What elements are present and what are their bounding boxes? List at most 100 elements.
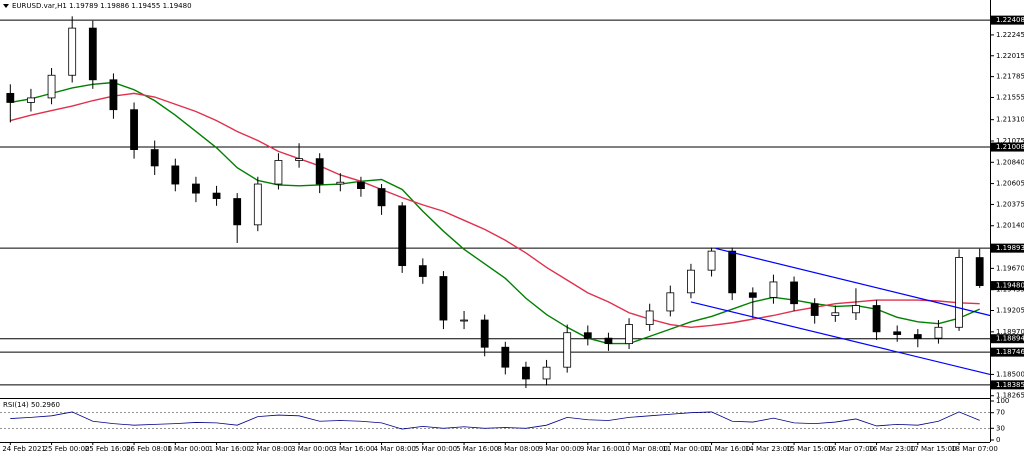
y-tick-label: 1.21075 xyxy=(996,137,1024,145)
x-tick-label: 26 Feb 08:00 xyxy=(126,445,172,453)
candle-body xyxy=(975,257,984,286)
candle-body xyxy=(831,312,840,316)
y-tick-label: 30 xyxy=(996,424,1005,432)
candle-body xyxy=(418,265,427,277)
x-tick-label: 3 Mar 16:00 xyxy=(332,445,374,453)
candle-body xyxy=(68,27,77,76)
candle-body xyxy=(604,337,613,345)
price-label-box xyxy=(991,281,1024,291)
candle-body xyxy=(357,181,365,189)
candle-body xyxy=(398,205,407,267)
x-tick-label: 5 Mar 00:00 xyxy=(415,445,457,453)
x-tick-label: 24 Feb 2021 xyxy=(2,445,46,453)
candle-body xyxy=(109,79,118,111)
level-label: 1.22408 xyxy=(996,16,1024,24)
x-tick-label: 25 Feb 00:00 xyxy=(44,445,90,453)
candle-body xyxy=(130,109,138,150)
candle-body xyxy=(212,192,221,199)
candle-body xyxy=(748,292,757,298)
x-tick-label: 8 Mar 08:00 xyxy=(497,445,539,453)
level-label-box xyxy=(991,142,1024,152)
candle-body xyxy=(295,158,303,161)
candle-body xyxy=(88,27,97,81)
candle-body xyxy=(501,346,510,368)
chart-title: EURUSD.var,H1 1.19789 1.19886 1.19455 1.… xyxy=(12,2,192,10)
candle-body xyxy=(27,97,35,103)
candle-body xyxy=(233,198,242,226)
level-label: 1.18385 xyxy=(996,381,1024,389)
level-label: 1.18894 xyxy=(996,335,1024,343)
candle-body xyxy=(480,319,489,348)
candle-body xyxy=(315,158,324,185)
candle-body xyxy=(872,305,881,333)
candle-body xyxy=(253,183,262,226)
x-tick-label: 16 Mar 23:00 xyxy=(869,445,916,453)
candle-body xyxy=(192,183,200,194)
level-label-box xyxy=(991,15,1024,25)
y-tick-label: 1.21785 xyxy=(996,73,1024,81)
y-tick-label: 1.18500 xyxy=(996,370,1024,378)
y-tick-label: 1.20840 xyxy=(996,158,1024,166)
x-tick-label: 16 Mar 07:00 xyxy=(827,445,874,453)
menu-arrow xyxy=(3,4,9,8)
y-tick-label: 1.22245 xyxy=(996,31,1024,39)
candle-body xyxy=(171,165,180,185)
x-tick-label: 25 Feb 16:00 xyxy=(85,445,131,453)
y-tick-label: 70 xyxy=(996,409,1005,417)
candle-body xyxy=(934,326,943,339)
x-tick-label: 14 Mar 23:00 xyxy=(745,445,792,453)
candle-body xyxy=(150,149,159,167)
x-tick-label: 9 Mar 16:00 xyxy=(580,445,622,453)
x-tick-label: 1 Mar 16:00 xyxy=(209,445,251,453)
candle-body xyxy=(625,324,633,345)
candle-body xyxy=(460,319,468,322)
level-label-box xyxy=(991,334,1024,344)
candle-body xyxy=(955,257,963,328)
x-tick-label: 3 Mar 00:00 xyxy=(291,445,333,453)
rsi-title: RSI(14) 50.2960 xyxy=(3,401,60,409)
y-tick-label: 1.18970 xyxy=(996,328,1024,336)
candle-body xyxy=(913,334,922,339)
y-tick-label: 1.21555 xyxy=(996,93,1024,101)
x-tick-label: 18 Mar 07:00 xyxy=(951,445,998,453)
x-tick-label: 15 Mar 15:00 xyxy=(786,445,833,453)
rsi-line xyxy=(10,411,980,430)
candle-body xyxy=(687,269,695,294)
y-tick-label: 1.18265 xyxy=(996,392,1024,400)
x-tick-label: 11 Mar 00:00 xyxy=(662,445,709,453)
candle-body xyxy=(790,281,798,305)
x-tick-label: 5 Mar 16:00 xyxy=(456,445,498,453)
candle-body xyxy=(645,310,654,325)
x-tick-label: 1 Mar 00:00 xyxy=(167,445,209,453)
candle-body xyxy=(377,188,386,207)
trendline xyxy=(690,301,991,376)
level-label-box xyxy=(991,347,1024,357)
x-tick-label: 9 Mar 00:00 xyxy=(539,445,581,453)
candle-body xyxy=(810,303,819,316)
candle-body xyxy=(893,331,902,335)
level-label: 1.19893 xyxy=(996,244,1024,252)
candle-body xyxy=(563,332,572,368)
x-tick-label: 10 Mar 08:00 xyxy=(621,445,668,453)
candle-body xyxy=(769,281,778,298)
y-tick-label: 100 xyxy=(996,397,1009,405)
level-label-box xyxy=(991,380,1024,390)
price-label: 1.19480 xyxy=(996,282,1024,290)
candle-body xyxy=(728,250,737,294)
y-tick-label: 1.20140 xyxy=(996,222,1024,230)
candle-body xyxy=(852,305,860,314)
y-tick-label: 1.20375 xyxy=(996,200,1024,208)
y-tick-label: 1.20605 xyxy=(996,180,1024,188)
candle-body xyxy=(336,181,345,185)
candle-body xyxy=(439,276,448,321)
candle-body xyxy=(6,92,15,103)
level-label: 1.18746 xyxy=(996,348,1024,356)
trendline xyxy=(715,247,991,317)
candle-body xyxy=(707,250,716,271)
candle-body xyxy=(666,292,675,312)
candle-body xyxy=(274,160,283,185)
candle-body xyxy=(583,332,592,339)
y-tick-label: 1.22015 xyxy=(996,52,1024,60)
